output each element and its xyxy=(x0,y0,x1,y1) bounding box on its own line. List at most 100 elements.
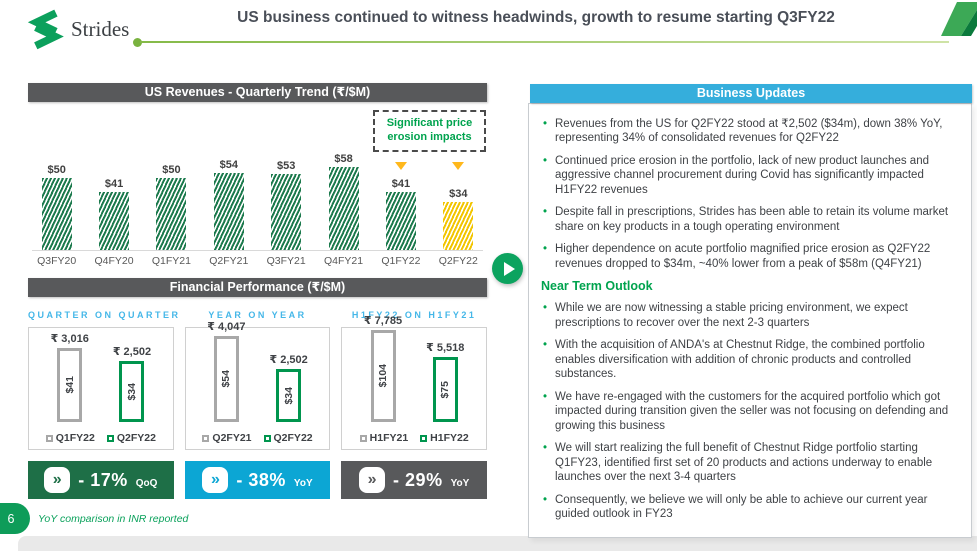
revenue-category-label: Q4FY20 xyxy=(94,255,134,267)
comparison-bar-group: ₹ 5,518 $75 xyxy=(426,341,464,422)
legend-label: Q2FY22 xyxy=(116,432,156,444)
chart-category-labels: Q3FY20 Q4FY20 Q1FY21 Q2FY21 Q3FY21 Q4FY21 Q1FY… xyxy=(28,255,487,267)
usd-value-label: $41 xyxy=(63,376,76,394)
legend-item: Q2FY22 xyxy=(106,432,156,444)
revenue-bar xyxy=(41,178,72,251)
revenue-bar-group: $50 xyxy=(28,104,85,251)
legend-item: H1FY21 xyxy=(359,432,409,444)
comparison-title: QUARTER ON QUARTER xyxy=(28,310,181,320)
revenue-bar xyxy=(385,192,416,251)
badge-delta: - 29% xyxy=(393,469,443,490)
change-badge: » - 29% YoY xyxy=(341,461,487,499)
business-update-bullet: Despite fall in prescriptions, Strides h… xyxy=(541,205,958,234)
comparison-bar-group: ₹ 4,047 $54 xyxy=(207,320,246,422)
legend-swatch xyxy=(420,434,428,442)
near-term-outlook-heading: Near Term Outlook xyxy=(541,279,653,294)
revenue-bar xyxy=(443,202,474,251)
business-updates-box: Revenues from the US for Q2FY22 stood at… xyxy=(528,103,972,538)
legend-label: H1FY21 xyxy=(369,432,409,444)
outlook-bullet: With the acquisition of ANDA's at Chestn… xyxy=(541,338,958,381)
legend-item: H1FY22 xyxy=(420,432,469,444)
badge-unit: YoY xyxy=(450,478,470,489)
revenue-category-label: Q1FY22 xyxy=(381,255,421,267)
change-badge: » - 38% YoY xyxy=(184,461,331,499)
revenue-value-label: $54 xyxy=(219,159,238,171)
legend-item: Q2FY21 xyxy=(202,432,252,444)
comparison-title: H1FY22 ON H1FY21 xyxy=(351,310,477,320)
revenue-category-label: Q2FY21 xyxy=(209,255,249,267)
chart-baseline xyxy=(32,250,483,251)
comparison-charts-row: QUARTER ON QUARTER ₹ 3,016 $41 ₹ 2,502 $34 Q1… xyxy=(28,310,487,499)
change-badge: » - 17% QoQ xyxy=(28,461,174,499)
business-updates-header: Business Updates xyxy=(530,84,972,103)
revenue-bar-group: $58 xyxy=(315,104,372,251)
revenue-value-label: $50 xyxy=(162,164,181,176)
badge-unit: YoY xyxy=(293,478,313,489)
near-term-outlook-list: While we are now witnessing a stable pri… xyxy=(541,301,958,521)
outlook-bullet: While we are now witnessing a stable pri… xyxy=(541,301,958,330)
us-revenues-panel: US Revenues - Quarterly Trend (₹/$M) Sig… xyxy=(28,83,487,267)
strides-logo: Strides xyxy=(24,7,129,51)
double-chevron-icon: » xyxy=(202,467,229,493)
comparison-bar-group: ₹ 3,016 $41 xyxy=(51,332,89,422)
legend-swatch xyxy=(106,434,114,442)
usd-value-label: $54 xyxy=(220,370,233,388)
comparison-legend: Q2FY21 Q2FY22 xyxy=(186,432,330,444)
revenue-category-label: Q4FY21 xyxy=(324,255,364,267)
inr-value-label: ₹ 5,518 xyxy=(426,342,465,354)
comparison-bar-group: ₹ 2,502 $34 xyxy=(270,353,308,422)
comparison-bar: $54 xyxy=(213,336,239,422)
legend-item: Q2FY22 xyxy=(263,432,313,444)
usd-value-label: $34 xyxy=(125,382,138,401)
outlook-bullet: We will start realizing the full benefit… xyxy=(541,441,958,484)
title-underline xyxy=(140,41,949,43)
revenue-bar-group: $50 xyxy=(143,104,200,251)
comparison-chart: QUARTER ON QUARTER ₹ 3,016 $41 ₹ 2,502 $34 Q1… xyxy=(28,310,181,499)
double-chevron-icon: » xyxy=(44,467,71,493)
inr-value-label: ₹ 3,016 xyxy=(50,333,89,345)
business-update-bullet: Revenues from the US for Q2FY22 stood at… xyxy=(541,117,958,146)
inr-value-label: ₹ 2,502 xyxy=(269,354,308,366)
corner-ribbon xyxy=(941,2,977,36)
revenue-bar-group: $41 xyxy=(85,104,142,251)
revenue-value-label: $53 xyxy=(277,160,296,172)
business-update-bullet: Higher dependence on acute portfolio mag… xyxy=(541,242,958,271)
inr-value-label: ₹ 4,047 xyxy=(207,321,246,333)
legend-label: Q1FY22 xyxy=(55,432,95,444)
legend-swatch xyxy=(263,434,271,442)
revenue-bar-group: $53 xyxy=(258,104,315,251)
play-icon xyxy=(503,261,515,276)
outlook-bullet: Consequently, we believe we will only be… xyxy=(541,493,958,522)
comparison-bar-group: ₹ 7,785 $104 xyxy=(364,314,402,422)
revenue-value-label: $41 xyxy=(104,178,124,190)
erosion-marker-q1fy22 xyxy=(395,162,407,170)
revenue-category-label: Q1FY21 xyxy=(151,255,191,267)
logo-text: Strides xyxy=(71,16,130,41)
revenue-value-label: $50 xyxy=(47,164,66,176)
legend-label: Q2FY22 xyxy=(273,432,313,444)
legend-swatch xyxy=(45,434,53,442)
legend-item: Q1FY22 xyxy=(45,432,95,444)
double-chevron-icon: » xyxy=(359,467,386,493)
usd-value-label: $104 xyxy=(377,364,390,388)
us-revenues-header: US Revenues - Quarterly Trend (₹/$M) xyxy=(28,83,487,102)
legend-swatch xyxy=(359,434,367,442)
revenue-value-label: $58 xyxy=(334,153,353,165)
comparison-chart: H1FY22 ON H1FY21 ₹ 7,785 $104 ₹ 5,518 $75 H1F… xyxy=(341,310,487,499)
badge-delta: - 38% xyxy=(236,469,286,490)
comparison-bar: $34 xyxy=(276,369,302,422)
bottom-strip xyxy=(18,536,977,551)
comparison-box: ₹ 3,016 $41 ₹ 2,502 $34 Q1FY22 Q2FY22 xyxy=(28,327,174,450)
badge-delta: - 17% xyxy=(78,469,128,490)
comparison-bar-group: ₹ 2,502 $34 xyxy=(113,345,151,422)
revenue-bar xyxy=(328,167,359,251)
price-erosion-annotation: Significant price erosion impacts xyxy=(373,110,486,152)
footnote: YoY comparison in INR reported xyxy=(38,513,189,525)
comparison-legend: H1FY21 H1FY22 xyxy=(342,432,486,444)
play-button[interactable] xyxy=(492,253,523,284)
comparison-legend: Q1FY22 Q2FY22 xyxy=(29,432,173,444)
revenue-category-label: Q3FY20 xyxy=(37,255,77,267)
comparison-bar: $34 xyxy=(119,361,145,422)
page-number: 6 xyxy=(0,503,30,534)
